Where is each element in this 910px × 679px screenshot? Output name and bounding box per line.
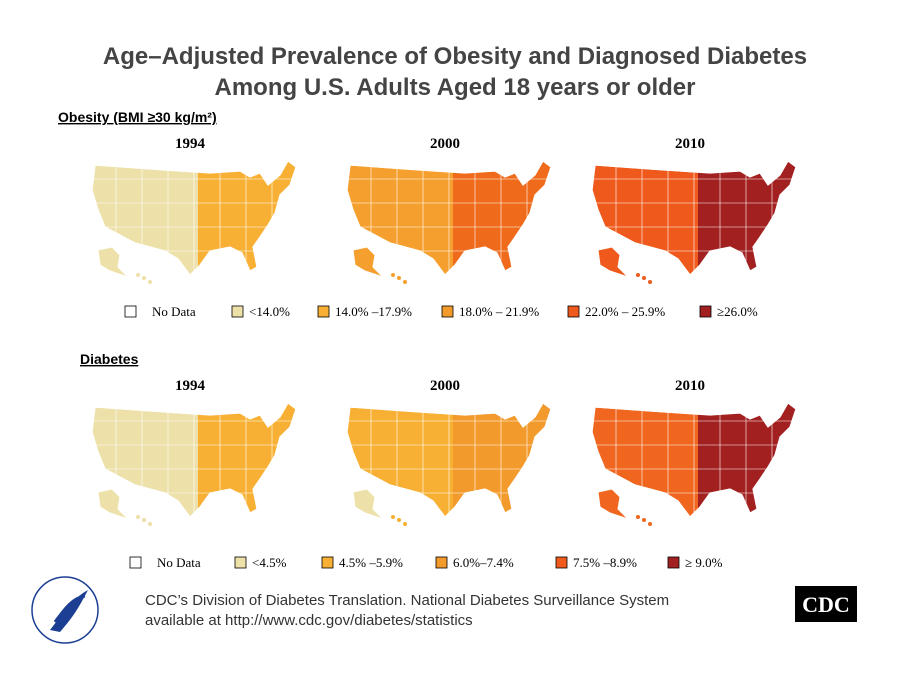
- legend-label: 7.5% –8.9%: [573, 555, 637, 570]
- legend-label: <14.0%: [249, 304, 290, 319]
- legend-swatch: [317, 305, 330, 318]
- section-heading: Diabetes: [80, 351, 139, 367]
- hawaii: [648, 280, 652, 284]
- map-outline: [346, 402, 552, 518]
- hawaii: [642, 518, 646, 522]
- legend-swatch: [567, 305, 580, 318]
- map-region: [453, 403, 551, 517]
- legend-label: ≥26.0%: [717, 304, 758, 319]
- legend-swatch: [699, 305, 712, 318]
- legend-swatch: [555, 556, 568, 569]
- legend-label: 22.0% – 25.9%: [585, 304, 665, 319]
- legend-label: 18.0% – 21.9%: [459, 304, 539, 319]
- hawaii: [136, 515, 140, 519]
- alaska: [97, 488, 129, 520]
- map-outline: [346, 160, 552, 276]
- legend-swatch: [667, 556, 680, 569]
- legend-swatch: [441, 305, 454, 318]
- us-map: [591, 160, 797, 284]
- map-region: [198, 403, 296, 517]
- map-region: [453, 161, 551, 275]
- legend-label: No Data: [157, 555, 201, 570]
- hawaii: [403, 522, 407, 526]
- hawaii: [142, 518, 146, 522]
- alaska: [597, 488, 629, 520]
- hawaii: [397, 518, 401, 522]
- hawaii: [397, 276, 401, 280]
- hawaii: [142, 276, 146, 280]
- title: Age–Adjusted Prevalence of Obesity and D…: [103, 43, 807, 70]
- us-map: [346, 402, 552, 526]
- hawaii: [648, 522, 652, 526]
- legend-label: ≥ 9.0%: [685, 555, 723, 570]
- hawaii: [148, 522, 152, 526]
- hawaii: [148, 280, 152, 284]
- alaska: [597, 246, 629, 278]
- us-map: [91, 402, 297, 526]
- hhs-logo: [31, 576, 99, 644]
- map-region: [198, 161, 296, 275]
- legend-label: <4.5%: [252, 555, 287, 570]
- map-year: 2010: [675, 136, 705, 152]
- legend-label: 14.0% –17.9%: [335, 304, 412, 319]
- legend-label: 4.5% –5.9%: [339, 555, 403, 570]
- map-outline: [591, 160, 797, 276]
- map-outline: [91, 160, 297, 276]
- alaska: [352, 488, 384, 520]
- hawaii: [636, 515, 640, 519]
- map-year: 2000: [430, 378, 460, 394]
- map-outline: [91, 402, 297, 518]
- cdc-logo: CDC: [795, 586, 857, 622]
- legend-label: No Data: [152, 304, 196, 319]
- legend-swatch: [129, 556, 142, 569]
- us-map: [591, 402, 797, 526]
- legend-swatch: [231, 305, 244, 318]
- hawaii: [642, 276, 646, 280]
- legend-swatch: [321, 556, 334, 569]
- us-map: [346, 160, 552, 284]
- hawaii: [391, 515, 395, 519]
- logo-text: CDC: [802, 592, 850, 617]
- footer-text: CDC’s Division of Diabetes Translation. …: [145, 592, 669, 609]
- alaska: [352, 246, 384, 278]
- map-region: [698, 161, 796, 275]
- title: Among U.S. Adults Aged 18 years or older: [215, 74, 696, 101]
- map-year: 1994: [175, 136, 206, 152]
- section-heading: Obesity (BMI ≥30 kg/m²): [58, 109, 217, 125]
- us-map: [91, 160, 297, 284]
- map-year: 2010: [675, 378, 705, 394]
- map-outline: [591, 402, 797, 518]
- legend-swatch: [435, 556, 448, 569]
- hawaii: [403, 280, 407, 284]
- legend-swatch: [234, 556, 247, 569]
- map-year: 1994: [175, 378, 206, 394]
- alaska: [97, 246, 129, 278]
- map-region: [698, 403, 796, 517]
- legend-label: 6.0%–7.4%: [453, 555, 514, 570]
- map-year: 2000: [430, 136, 460, 152]
- footer-text: available at http://www.cdc.gov/diabetes…: [145, 612, 473, 629]
- hawaii: [391, 273, 395, 277]
- hawaii: [636, 273, 640, 277]
- legend-swatch: [124, 305, 137, 318]
- hawaii: [136, 273, 140, 277]
